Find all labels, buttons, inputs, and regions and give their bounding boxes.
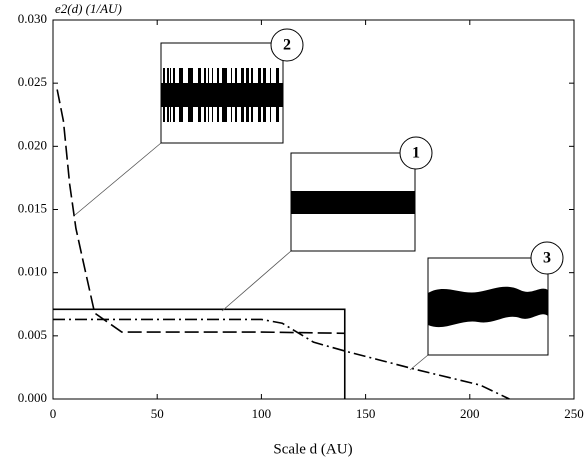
x-tick-label: 0	[50, 406, 57, 421]
x-tick-label: 250	[564, 406, 584, 421]
texture-line	[251, 68, 253, 122]
texture-line	[167, 68, 169, 122]
texture-line	[222, 68, 225, 122]
texture-line	[208, 68, 209, 122]
callout-number: 2	[283, 37, 291, 54]
texture-line	[191, 68, 193, 122]
texture-line	[231, 68, 232, 122]
x-tick-label: 200	[460, 406, 480, 421]
y-tick-label: 0.025	[18, 74, 47, 89]
texture-line	[179, 68, 182, 122]
inset-texture	[163, 68, 279, 122]
y-tick-label: 0.010	[18, 264, 47, 279]
texture-line	[217, 68, 219, 122]
texture-line	[276, 68, 279, 122]
insets: 2 1 3	[74, 28, 564, 371]
y-tick-label: 0.005	[18, 327, 47, 342]
y-tick-label: 0.020	[18, 137, 47, 152]
texture-line	[235, 68, 237, 122]
series-line	[56, 89, 345, 335]
texture-line	[241, 68, 244, 122]
x-tick-label: 50	[151, 406, 164, 421]
texture-line	[198, 68, 201, 122]
texture-line	[212, 68, 213, 122]
series-line	[53, 318, 510, 400]
x-tick-label: 100	[252, 406, 272, 421]
texture-line	[270, 68, 271, 122]
texture-line	[258, 68, 261, 122]
texture-line	[204, 68, 206, 122]
series-line	[53, 308, 346, 399]
texture-line	[170, 68, 171, 122]
texture-line	[263, 68, 266, 122]
callout-circle	[530, 241, 564, 275]
inset-band	[291, 191, 415, 214]
texture-line	[225, 68, 227, 122]
texture-line	[182, 68, 183, 122]
y-tick-label: 0.000	[18, 390, 47, 405]
y-axis-label: e2(d) (1/AU)	[55, 1, 122, 16]
callout-line	[409, 354, 429, 371]
callout-number: 3	[543, 250, 551, 267]
callout-line	[221, 250, 292, 312]
y-tick-label: 0.015	[18, 200, 47, 215]
callout-circle	[270, 28, 304, 62]
texture-line	[246, 68, 249, 122]
x-axis-label: Scale d (AU)	[273, 441, 352, 457]
texture-line	[173, 68, 175, 122]
texture-line	[188, 68, 191, 122]
y-tick-label: 0.030	[18, 11, 47, 26]
callout-circle	[399, 136, 433, 170]
x-tick-label: 150	[356, 406, 376, 421]
inset-band	[428, 286, 548, 328]
callout-number: 1	[412, 145, 420, 162]
callout-line	[74, 142, 162, 216]
texture-line	[163, 68, 165, 122]
